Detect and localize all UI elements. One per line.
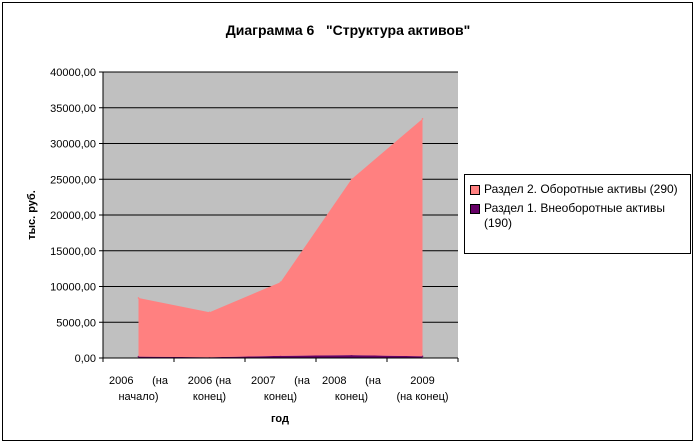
area-series-2 xyxy=(138,118,423,358)
x-tick-label: 2006 (на конец) xyxy=(188,375,232,403)
y-axis-title: тыс. руб. xyxy=(26,190,38,240)
y-tick-label: 40000,00 xyxy=(50,67,96,79)
data-point xyxy=(350,178,353,181)
y-tick-label: 30000,00 xyxy=(50,139,96,151)
x-tick-label: 2007 (на конец) xyxy=(251,375,311,403)
y-tick-label: 25000,00 xyxy=(50,174,96,186)
legend-swatch xyxy=(470,204,480,214)
data-point xyxy=(208,311,211,314)
data-point xyxy=(137,297,140,299)
legend: Раздел 2. Оборотные активы (290) Раздел 1… xyxy=(464,174,691,254)
y-tick-label: 20000,00 xyxy=(50,210,96,222)
legend-label: Раздел 1. Внеоборотные активы (190) xyxy=(484,201,665,230)
x-tick-label: 2008 (на конец) xyxy=(322,375,382,403)
data-point xyxy=(279,281,282,284)
x-tick-label: 2006 (на начало) xyxy=(109,375,169,403)
y-tick-label: 5000,00 xyxy=(56,317,96,329)
data-point xyxy=(421,118,424,120)
y-tick-label: 35000,00 xyxy=(50,103,96,115)
chart-title: Диаграмма 6 "Структура активов" xyxy=(226,22,470,38)
x-axis-title: год xyxy=(271,413,289,425)
x-tick-label: 2009 (на конец) xyxy=(396,375,448,403)
legend-entry: Раздел 2. Оборотные активы (290) xyxy=(465,182,690,197)
legend-swatch xyxy=(470,185,480,195)
legend-entry: Раздел 1. Внеоборотные активы (190) xyxy=(465,201,690,231)
legend-label: Раздел 2. Оборотные активы (290) xyxy=(484,182,678,196)
y-tick-label: 0,00 xyxy=(75,353,96,365)
y-tick-label: 10000,00 xyxy=(50,282,96,294)
y-tick-label: 15000,00 xyxy=(50,246,96,258)
